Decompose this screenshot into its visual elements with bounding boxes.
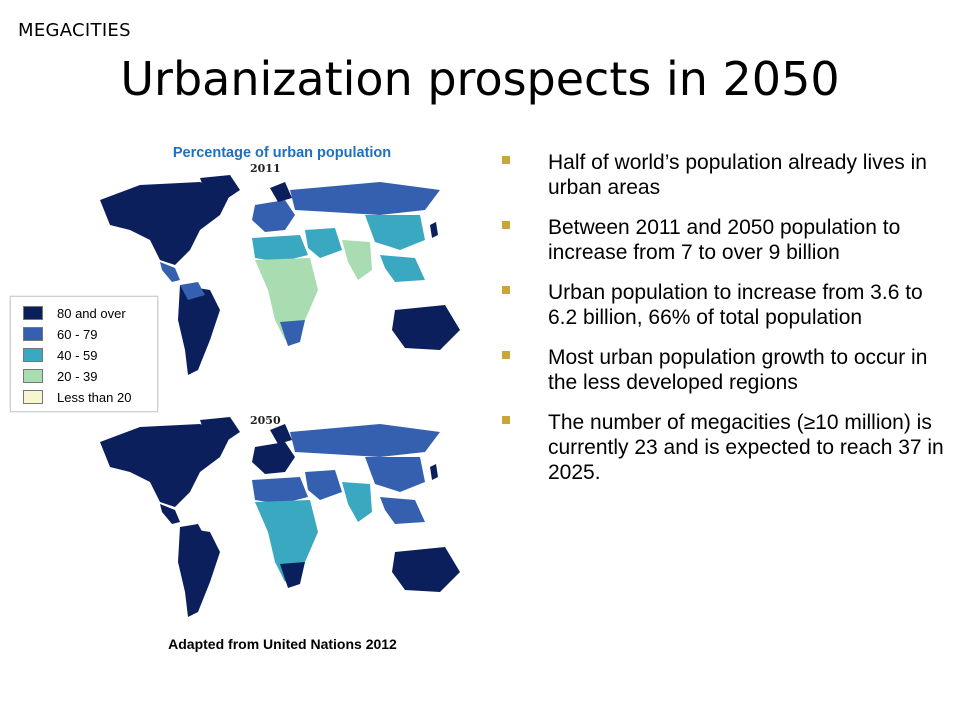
south-asia <box>342 482 372 522</box>
bullet-text: The number of megacities (≥10 million) i… <box>548 411 944 484</box>
southeast-asia <box>380 255 425 282</box>
bullet-item: Half of world’s population already lives… <box>494 150 944 200</box>
africa-south <box>280 320 305 346</box>
south-america-north <box>180 282 205 300</box>
europe <box>252 442 295 474</box>
map-caption: Percentage of urban population <box>172 145 392 161</box>
legend-swatch <box>23 327 43 341</box>
legend-swatch <box>23 348 43 362</box>
africa-north <box>252 477 308 504</box>
north-america <box>100 182 230 265</box>
bullet-text: Urban population to increase from 3.6 to… <box>548 281 923 329</box>
legend-item: Less than 20 <box>23 389 131 405</box>
australia <box>392 547 460 592</box>
map-year-bottom: 2050 <box>250 414 281 427</box>
legend-swatch <box>23 369 43 383</box>
legend-item: 80 and over <box>23 305 126 321</box>
scandinavia <box>270 424 292 444</box>
bullet-item: Most urban population growth to occur in… <box>494 345 944 395</box>
section-label: MEGACITIES <box>18 20 131 41</box>
africa-central <box>255 500 318 582</box>
middle-east <box>305 228 342 258</box>
legend-item: 40 - 59 <box>23 347 97 363</box>
bullet-item: Between 2011 and 2050 population to incr… <box>494 215 944 265</box>
square-bullet-icon <box>502 351 510 359</box>
square-bullet-icon <box>502 286 510 294</box>
south-america <box>178 285 220 375</box>
middle-east <box>305 470 342 500</box>
legend-swatch <box>23 306 43 320</box>
east-asia <box>365 215 425 250</box>
bullet-text: Most urban population growth to occur in… <box>548 346 928 394</box>
bullet-item: The number of megacities (≥10 million) i… <box>494 410 944 485</box>
central-america <box>160 504 180 524</box>
europe <box>252 200 295 232</box>
bullet-text: Between 2011 and 2050 population to incr… <box>548 216 901 264</box>
africa-north <box>252 235 308 262</box>
south-asia <box>342 240 372 280</box>
bullet-item: Urban population to increase from 3.6 to… <box>494 280 944 330</box>
russia <box>290 182 440 215</box>
square-bullet-icon <box>502 416 510 424</box>
legend-label: 40 - 59 <box>57 347 98 363</box>
bullet-text: Half of world’s population already lives… <box>548 151 927 199</box>
source-note: Adapted from United Nations 2012 <box>168 636 397 652</box>
south-america-north <box>180 524 205 542</box>
japan <box>430 464 438 480</box>
legend-label: 60 - 79 <box>57 326 98 342</box>
world-map-2011 <box>100 175 460 375</box>
bullet-list: Half of world’s population already lives… <box>494 150 944 500</box>
world-map-2050 <box>100 417 460 617</box>
greenland <box>200 417 240 442</box>
legend-label: 80 and over <box>57 305 126 321</box>
north-america <box>100 424 230 507</box>
legend-label: Less than 20 <box>57 389 132 405</box>
southeast-asia <box>380 497 425 524</box>
legend-label: 20 - 39 <box>57 368 98 384</box>
africa-central <box>255 258 318 340</box>
japan <box>430 222 438 238</box>
greenland <box>200 175 240 200</box>
square-bullet-icon <box>502 221 510 229</box>
legend-item: 20 - 39 <box>23 368 97 384</box>
slide-title: Urbanization prospects in 2050 <box>120 52 840 106</box>
africa-south <box>280 562 305 588</box>
russia <box>290 424 440 457</box>
east-asia <box>365 457 425 492</box>
legend-item: 60 - 79 <box>23 326 97 342</box>
square-bullet-icon <box>502 156 510 164</box>
legend-swatch <box>23 390 43 404</box>
map-year-top: 2011 <box>250 162 281 175</box>
south-america <box>178 527 220 617</box>
central-america <box>160 262 180 282</box>
australia <box>392 305 460 350</box>
map-legend: 80 and over 60 - 79 40 - 59 20 - 39 Less… <box>10 296 158 412</box>
scandinavia <box>270 182 292 202</box>
